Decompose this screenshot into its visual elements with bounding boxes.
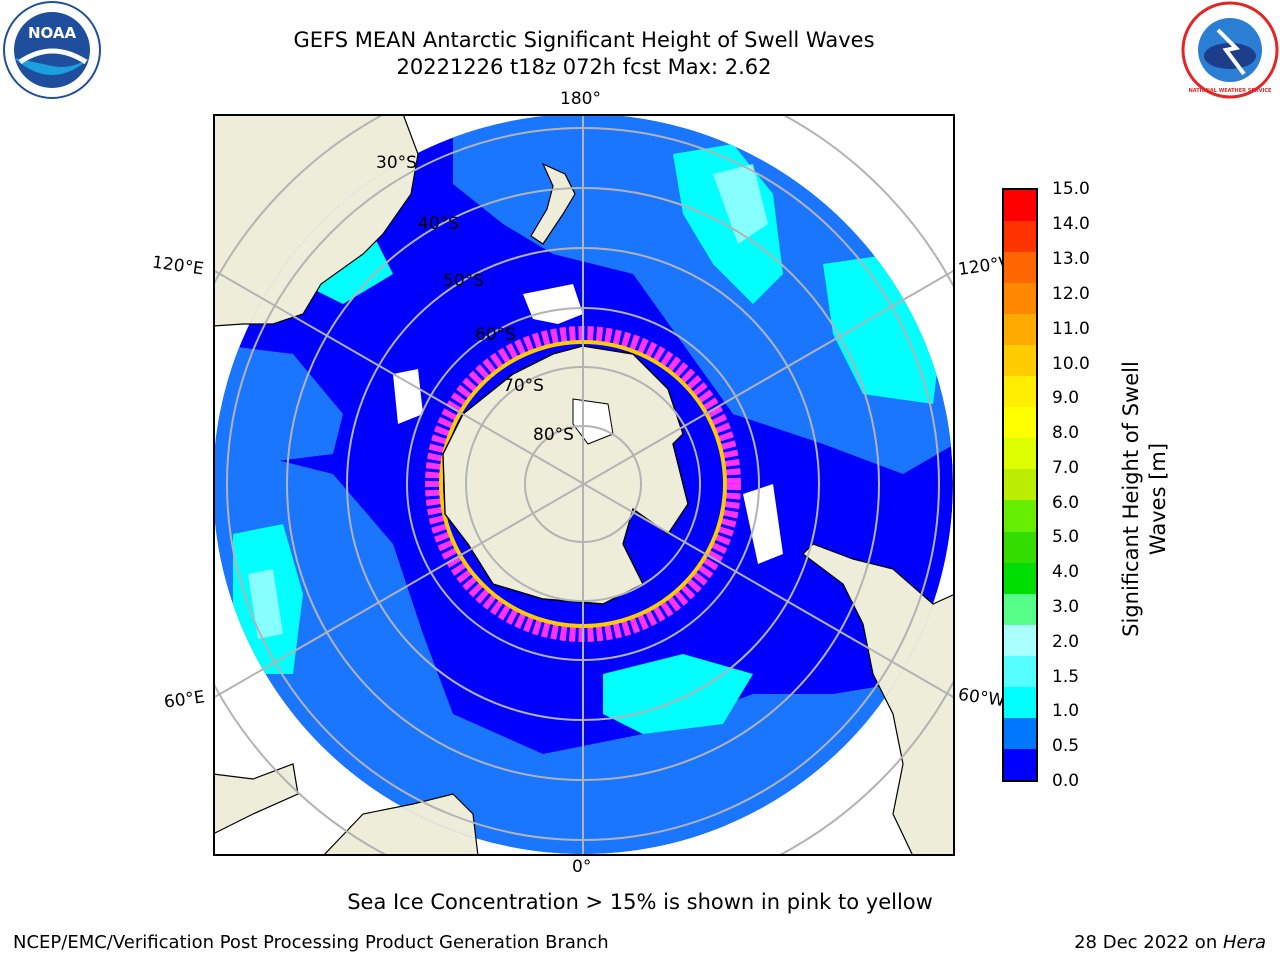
lat-label-70s: 70°S bbox=[503, 376, 544, 396]
lat-label-50s: 50°S bbox=[443, 271, 484, 291]
lon-label-60e: 60°E bbox=[162, 687, 207, 713]
lon-label-180: 180° bbox=[560, 89, 601, 109]
colorbar-bin bbox=[1004, 407, 1036, 439]
colorbar-tick: 6.0 bbox=[1052, 493, 1080, 513]
colorbar-tick: 3.0 bbox=[1052, 597, 1080, 617]
colorbar-tick: 9.0 bbox=[1052, 388, 1080, 408]
colorbar-tick: 11.0 bbox=[1052, 319, 1090, 339]
map-subtitle: 20221226 t18z 072h fcst Max: 2.62 bbox=[396, 55, 772, 79]
colorbar-bin bbox=[1004, 624, 1036, 656]
footer-machine: Hera bbox=[1222, 932, 1266, 953]
colorbar-tick: 12.0 bbox=[1052, 284, 1090, 304]
antarctic-swell-map: 30°S 40°S 50°S 60°S 70°S 80°S bbox=[213, 114, 955, 856]
lon-label-60w: 60°W bbox=[956, 684, 1007, 712]
sea-ice-note: Sea Ice Concentration > 15% is shown in … bbox=[347, 890, 933, 914]
colorbar-bin bbox=[1004, 190, 1036, 222]
colorbar-bin bbox=[1004, 500, 1036, 532]
nws-logo-text: NATIONAL WEATHER SERVICE bbox=[1189, 88, 1272, 94]
colorbar-tick: 1.0 bbox=[1052, 701, 1080, 721]
colorbar-tick: 5.0 bbox=[1052, 527, 1080, 547]
colorbar-tick: 2.0 bbox=[1052, 632, 1080, 652]
colorbar-label-line1: Significant Height of Swell bbox=[1119, 361, 1143, 637]
colorbar-bin bbox=[1004, 717, 1036, 749]
colorbar-tick: 10.0 bbox=[1052, 354, 1090, 374]
noaa-logo: NOAA bbox=[3, 1, 101, 99]
lon-label-0: 0° bbox=[572, 857, 592, 877]
colorbar-tick: 1.5 bbox=[1052, 667, 1080, 687]
lon-label-120e: 120°E bbox=[150, 252, 205, 280]
colorbar-bin bbox=[1004, 531, 1036, 563]
lat-label-60s: 60°S bbox=[475, 325, 516, 345]
footer-date: 28 Dec 2022 on bbox=[1074, 932, 1223, 953]
colorbar-bin bbox=[1004, 562, 1036, 594]
noaa-logo-text: NOAA bbox=[28, 24, 77, 42]
colorbar-bin bbox=[1004, 376, 1036, 408]
colorbar bbox=[1002, 188, 1038, 782]
lat-label-40s: 40°S bbox=[418, 214, 459, 234]
madagascar-land bbox=[213, 763, 299, 835]
colorbar-bin bbox=[1004, 469, 1036, 501]
colorbar-bin bbox=[1004, 655, 1036, 687]
lat-label-80s: 80°S bbox=[533, 425, 574, 445]
colorbar-tick: 13.0 bbox=[1052, 249, 1090, 269]
map-border bbox=[213, 114, 955, 856]
colorbar-tick: 14.0 bbox=[1052, 214, 1090, 234]
colorbar-tick: 15.0 bbox=[1052, 179, 1090, 199]
colorbar-tick: 4.0 bbox=[1052, 562, 1080, 582]
footer-right: 28 Dec 2022 on Hera bbox=[1074, 932, 1266, 953]
colorbar-tick: 0.5 bbox=[1052, 736, 1080, 756]
colorbar-tick: 7.0 bbox=[1052, 458, 1080, 478]
ocean-peak-swell bbox=[248, 164, 768, 639]
colorbar-label: Significant Height of Swell Waves [m] bbox=[1118, 349, 1172, 649]
nws-logo: NATIONAL WEATHER SERVICE bbox=[1181, 1, 1279, 99]
colorbar-bin bbox=[1004, 314, 1036, 346]
colorbar-tick: 8.0 bbox=[1052, 423, 1080, 443]
map-title: GEFS MEAN Antarctic Significant Height o… bbox=[293, 28, 875, 52]
lat-label-30s: 30°S bbox=[376, 153, 417, 173]
colorbar-bin bbox=[1004, 686, 1036, 718]
footer-left: NCEP/EMC/Verification Post Processing Pr… bbox=[13, 932, 609, 953]
longitude-lines bbox=[213, 114, 955, 856]
colorbar-bin bbox=[1004, 748, 1036, 780]
colorbar-bin bbox=[1004, 283, 1036, 315]
colorbar-label-line2: Waves [m] bbox=[1146, 442, 1170, 556]
colorbar-bin bbox=[1004, 593, 1036, 625]
colorbar-bin bbox=[1004, 252, 1036, 284]
colorbar-tick: 0.0 bbox=[1052, 771, 1080, 791]
colorbar-bin bbox=[1004, 345, 1036, 377]
colorbar-bin bbox=[1004, 438, 1036, 470]
colorbar-bin bbox=[1004, 221, 1036, 253]
